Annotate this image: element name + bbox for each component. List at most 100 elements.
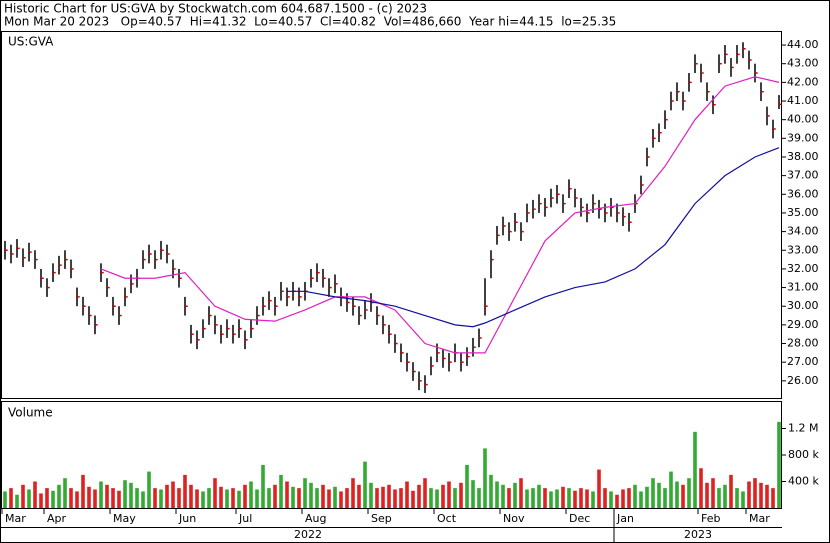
volume-bar — [261, 464, 265, 508]
volume-bar — [51, 490, 55, 508]
volume-bar — [279, 474, 283, 508]
volume-bar — [171, 481, 175, 508]
volume-bar — [759, 482, 763, 508]
volume-tick-label: 400 k — [788, 475, 819, 488]
volume-tick-label: 800 k — [788, 448, 819, 461]
y-tick-label: 32.00 — [787, 262, 819, 275]
volume-bar — [351, 478, 355, 508]
volume-bar — [39, 493, 43, 508]
symbol-label: US:GVA — [8, 35, 54, 49]
volume-bar — [237, 490, 241, 508]
volume-bar — [375, 488, 379, 508]
x-tick-label: Mar — [749, 512, 770, 525]
volume-label: Volume — [8, 406, 53, 420]
chart-title: Historic Chart for US:GVA by Stockwatch.… — [4, 2, 427, 16]
volume-bar — [603, 488, 607, 508]
year-label: 2023 — [684, 528, 712, 541]
volume-bar — [141, 491, 145, 508]
volume-bar — [627, 488, 631, 508]
volume-bar — [453, 488, 457, 508]
volume-bar — [111, 488, 115, 508]
y-tick-label: 42.00 — [787, 75, 819, 88]
volume-bar — [219, 486, 223, 508]
volume-bar — [135, 488, 139, 508]
volume-bar — [561, 486, 565, 508]
volume-bar — [105, 484, 109, 508]
y-tick-label: 29.00 — [787, 318, 819, 331]
volume-bar — [207, 488, 211, 508]
x-tick-label: Apr — [47, 512, 67, 525]
volume-bar — [195, 489, 199, 508]
volume-bar — [267, 488, 271, 508]
y-tick-label: 30.00 — [787, 299, 819, 312]
x-tick-label: Dec — [569, 512, 590, 525]
x-tick-label: May — [113, 512, 136, 525]
y-tick-label: 40.00 — [787, 113, 819, 126]
volume-bar — [699, 468, 703, 508]
y-tick-label: 33.00 — [787, 243, 819, 256]
volume-bar — [57, 484, 61, 508]
volume-bar — [417, 484, 421, 508]
volume-bar — [249, 481, 253, 508]
volume-bar — [123, 480, 127, 508]
volume-bar — [303, 478, 307, 508]
volume-bar — [525, 489, 529, 508]
volume-bar — [729, 474, 733, 508]
volume-bar — [183, 474, 187, 508]
volume-bar — [339, 491, 343, 508]
volume-bar — [45, 488, 49, 508]
volume-bar — [129, 482, 133, 508]
y-tick-label: 39.00 — [787, 131, 819, 144]
volume-bar — [741, 491, 745, 508]
volume-bar — [669, 471, 673, 508]
volume-bar — [297, 488, 301, 508]
volume-bar — [291, 486, 295, 508]
volume-bar — [477, 488, 481, 508]
volume-bar — [381, 486, 385, 508]
volume-bar — [411, 490, 415, 508]
volume-bar — [333, 486, 337, 508]
volume-bar — [753, 478, 757, 508]
volume-bar — [651, 478, 655, 508]
volume-bar — [369, 482, 373, 508]
moving-average — [100, 76, 780, 354]
volume-bar — [555, 489, 559, 508]
volume-bar — [543, 488, 547, 508]
volume-bar — [489, 474, 493, 508]
volume-bar — [117, 490, 121, 508]
volume-bar — [471, 480, 475, 508]
volume-bar — [225, 489, 229, 508]
x-tick-label: Feb — [701, 512, 720, 525]
x-tick-label: Mar — [5, 512, 26, 525]
x-tick-label: Nov — [503, 512, 525, 525]
y-tick-label: 44.00 — [787, 38, 819, 51]
volume-bar — [393, 489, 397, 508]
volume-bar — [159, 489, 163, 508]
volume-bar — [387, 484, 391, 508]
volume-bar — [69, 488, 73, 508]
y-tick-label: 34.00 — [787, 225, 819, 238]
volume-bar — [693, 431, 697, 508]
y-tick-label: 43.00 — [787, 57, 819, 70]
volume-bar — [615, 494, 619, 508]
volume-bar — [531, 488, 535, 508]
volume-bar — [711, 478, 715, 508]
y-tick-label: 31.00 — [787, 281, 819, 294]
volume-bar — [87, 486, 91, 508]
volume-bar — [21, 484, 25, 508]
volume-bar — [675, 481, 679, 508]
volume-bar — [15, 494, 19, 508]
volume-bar — [705, 482, 709, 508]
x-tick-label: Oct — [437, 512, 457, 525]
volume-bar — [573, 490, 577, 508]
volume-bar — [483, 448, 487, 508]
y-tick-label: 27.00 — [787, 355, 819, 368]
volume-bar — [255, 489, 259, 508]
volume-bar — [549, 491, 553, 508]
volume-bar — [285, 481, 289, 508]
volume-bar — [33, 481, 37, 508]
volume-bar — [765, 484, 769, 508]
y-tick-label: 37.00 — [787, 169, 819, 182]
volume-bar — [495, 481, 499, 508]
